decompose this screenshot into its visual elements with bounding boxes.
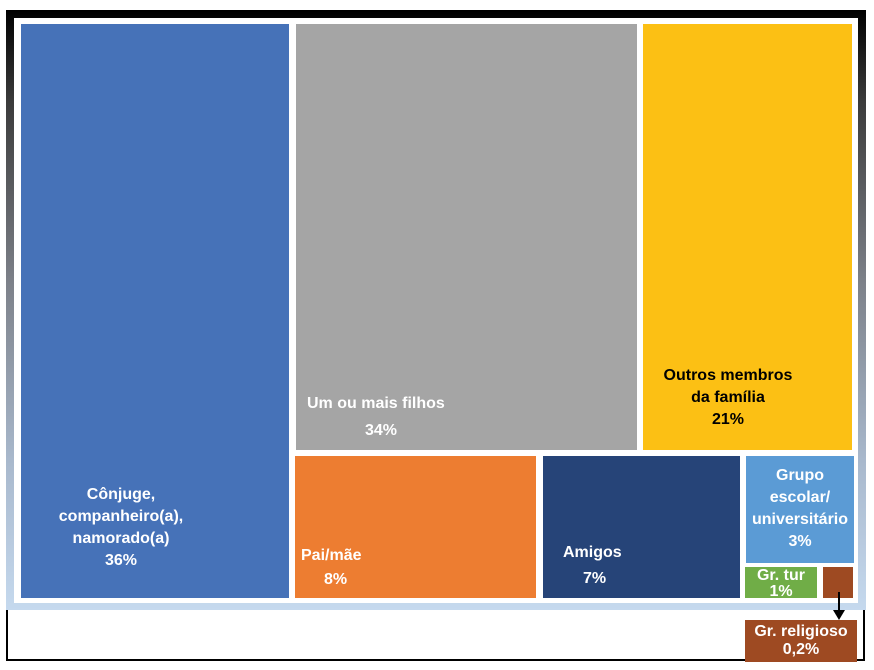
tile-grupo-escolar: Grupo escolar/ universitário 3% xyxy=(746,456,854,563)
tile-grupo-escolar-label: Grupo escolar/ universitário 3% xyxy=(751,467,849,550)
tile-gr-religioso-label: Gr. religioso 0,2% xyxy=(754,623,848,658)
tile-amigos-pct: 7% xyxy=(583,570,607,587)
tile-conjuge: Cônjuge, companheiro(a), namorado(a) 36% xyxy=(21,24,289,598)
tile-gr-tur: Gr. tur 1% xyxy=(745,567,817,600)
arrow-down-icon xyxy=(833,610,845,620)
tile-pai: Pai/mãe 8% xyxy=(295,456,536,598)
tile-outros: Outros membros da família 21% xyxy=(643,24,852,450)
tile-gr-tur-label: Gr. tur 1% xyxy=(756,567,805,600)
tile-gr-religioso-callout: Gr. religioso 0,2% xyxy=(745,620,857,662)
tile-outros-label: Outros membros da família 21% xyxy=(663,367,793,428)
tile-amigos: Amigos 7% xyxy=(543,456,740,598)
tile-filhos-label: Um ou mais filhos xyxy=(307,395,445,412)
tile-filhos: Um ou mais filhos 34% xyxy=(296,24,637,450)
tile-conjuge-label: Cônjuge, companheiro(a), namorado(a) 36% xyxy=(58,486,184,569)
tile-filhos-pct: 34% xyxy=(365,422,398,439)
tile-amigos-label: Amigos xyxy=(563,544,622,561)
tile-pai-pct: 8% xyxy=(324,571,348,588)
arrow-line xyxy=(838,592,840,612)
tile-pai-label: Pai/mãe xyxy=(301,547,362,564)
